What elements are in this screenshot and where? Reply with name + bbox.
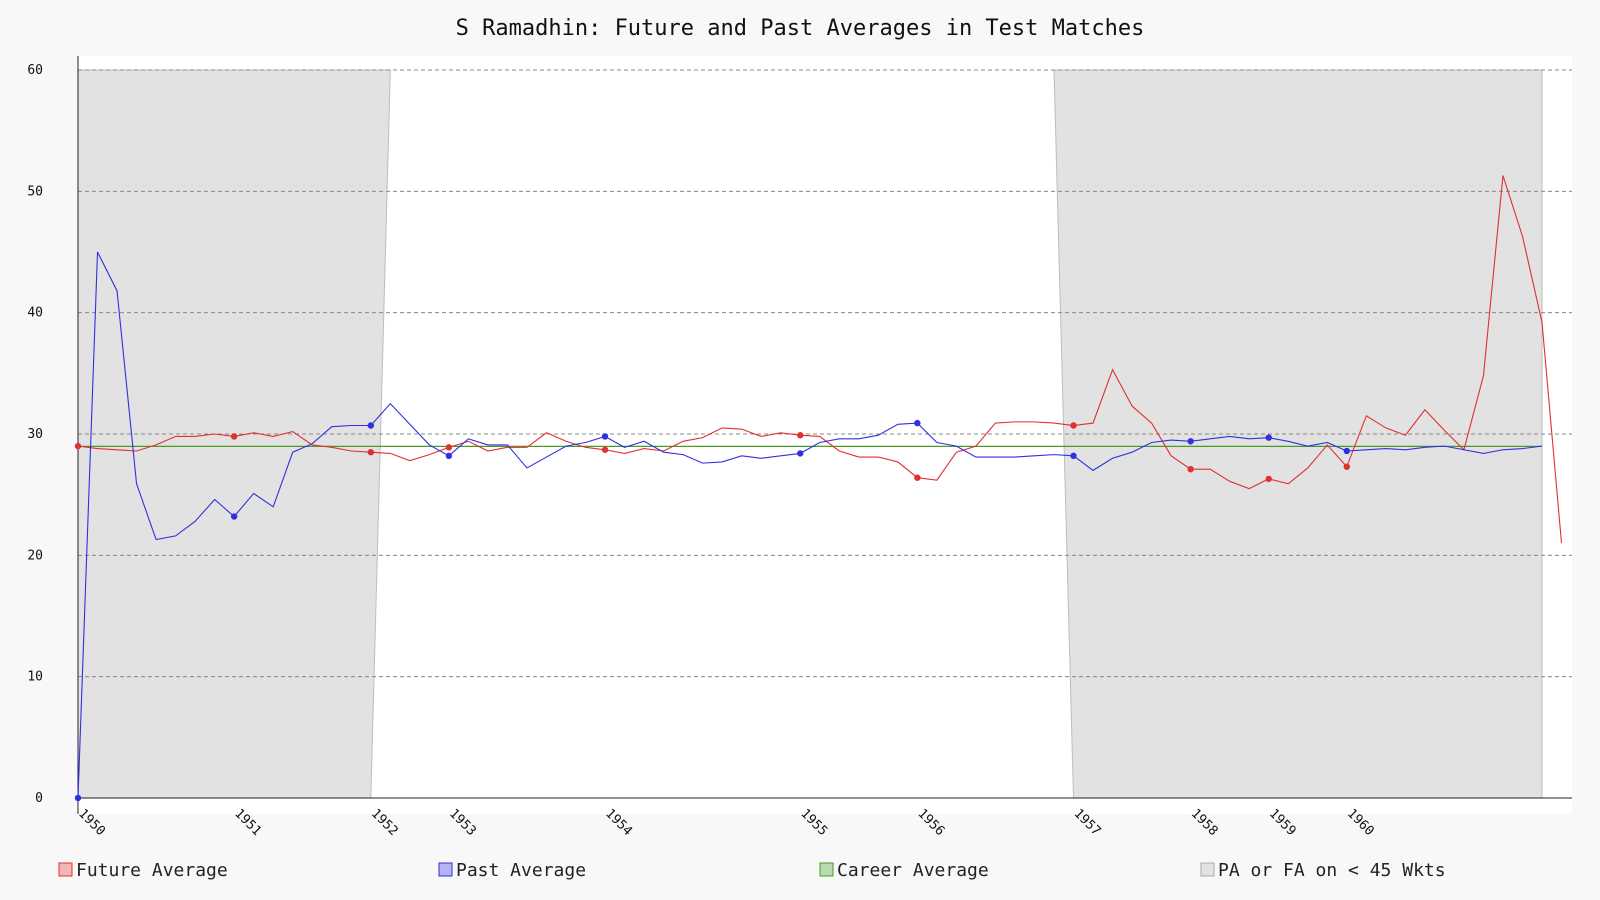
y-tick-label-40: 40 — [27, 306, 43, 321]
y-tick-labels: 0 10 20 30 40 50 60 — [27, 63, 43, 806]
past-marker-1959 — [1265, 434, 1272, 441]
past-marker-1960 — [1343, 447, 1351, 455]
future-marker-1958 — [1187, 465, 1194, 473]
past-marker-1956 — [914, 419, 921, 427]
past-average-line — [77, 251, 1543, 799]
future-average-line — [77, 175, 1563, 544]
future-marker-1951 — [230, 433, 238, 440]
past-marker-1950 — [74, 794, 82, 802]
future-marker-1950 — [74, 442, 82, 450]
legend-item-career: Career Average — [819, 860, 989, 881]
legend-item-shade: PA or FA on < 45 Wkts — [1200, 860, 1446, 881]
legend-swatch-career — [819, 862, 834, 877]
legend-swatch-shade — [1200, 862, 1215, 877]
y-tick-label-60: 60 — [27, 63, 43, 78]
past-marker-1958 — [1187, 438, 1194, 445]
past-marker-1952 — [367, 422, 374, 429]
y-tick-label-10: 10 — [27, 670, 43, 685]
past-marker-1954 — [601, 433, 609, 440]
legend-label-future: Future Average — [76, 860, 228, 881]
series-markers — [74, 419, 1351, 802]
y-tick-label-30: 30 — [27, 427, 43, 442]
legend-swatch-past — [438, 862, 453, 877]
y-tick-label-0: 0 — [35, 791, 43, 806]
future-marker-1955 — [797, 432, 804, 439]
y-tick-label-20: 20 — [27, 548, 43, 563]
axes — [77, 56, 1572, 814]
y-tick-label-50: 50 — [27, 184, 43, 199]
past-marker-1951 — [230, 513, 238, 520]
legend: Future Average Past Average Career Avera… — [58, 860, 1446, 881]
future-marker-1953 — [445, 444, 453, 451]
legend-item-past: Past Average — [438, 860, 586, 881]
past-marker-1957 — [1070, 452, 1077, 460]
future-marker-1954 — [601, 446, 609, 453]
future-marker-1956 — [914, 474, 921, 481]
legend-label-past: Past Average — [456, 860, 586, 881]
past-marker-1955 — [797, 450, 804, 457]
future-marker-1959 — [1265, 475, 1272, 483]
gridlines — [78, 69, 1572, 678]
legend-label-career: Career Average — [837, 860, 989, 881]
past-marker-1953 — [445, 452, 453, 460]
legend-item-future: Future Average — [58, 860, 228, 881]
future-marker-1952 — [367, 449, 374, 456]
legend-label-shade: PA or FA on < 45 Wkts — [1218, 860, 1446, 881]
series-lines — [77, 175, 1563, 799]
future-marker-1957 — [1070, 422, 1077, 429]
future-marker-1960 — [1343, 463, 1351, 470]
chart-title: S Ramadhin: Future and Past Averages in … — [456, 16, 1145, 41]
legend-swatch-future — [58, 862, 73, 877]
